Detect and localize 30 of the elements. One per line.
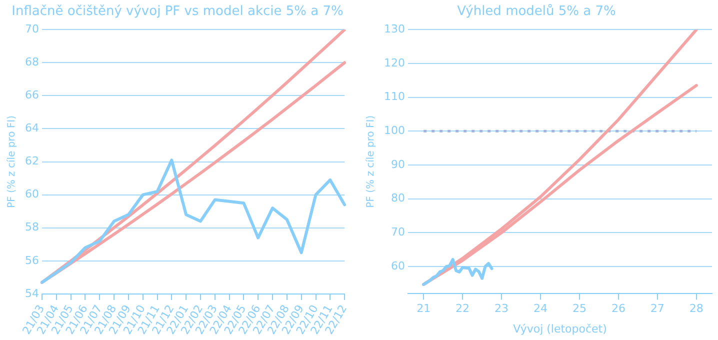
y-tick-label: 70 — [390, 226, 405, 239]
y-tick-label: 66 — [24, 88, 39, 102]
x-tick-label: 25 — [572, 302, 586, 316]
chart-title: Výhled modelů 5% a 7% — [457, 3, 616, 20]
chart-title: Inflačně očištěný vývoj PF vs model akcie 5% a 7% — [12, 4, 344, 20]
x-tick-label: 27 — [650, 302, 664, 316]
y-tick-label: 64 — [24, 122, 39, 135]
y-tick-label: 120 — [384, 56, 405, 70]
y-axis-title: PF (% z cíle pro FI) — [6, 115, 18, 208]
y-tick-label: 68 — [24, 56, 39, 69]
y-tick-label: 110 — [384, 90, 405, 104]
x-tick-label: 23 — [494, 302, 509, 316]
x-tick-label: 28 — [689, 302, 704, 316]
y-tick-label: 90 — [390, 158, 405, 171]
y-tick-label: 60 — [24, 188, 39, 201]
x-tick-label: 22 — [456, 302, 470, 316]
y-tick-label: 100 — [384, 124, 405, 137]
x-tick-label: 21 — [416, 302, 431, 316]
y-tick-label: 70 — [24, 22, 39, 36]
y-axis-title: PF (% z cíle pro FI) — [366, 115, 377, 208]
x-tick-label: 26 — [611, 302, 626, 316]
y-tick-label: 58 — [24, 220, 39, 234]
y-tick-label: 62 — [24, 154, 39, 168]
x-axis-title: Vývoj (letopočet) — [513, 322, 607, 336]
y-tick-label: 54 — [24, 286, 39, 300]
y-tick-label: 56 — [24, 254, 39, 267]
x-tick-label: 24 — [534, 302, 548, 316]
y-tick-label: 130 — [384, 22, 405, 36]
y-tick-label: 60 — [390, 259, 405, 272]
y-tick-label: 80 — [390, 192, 405, 205]
